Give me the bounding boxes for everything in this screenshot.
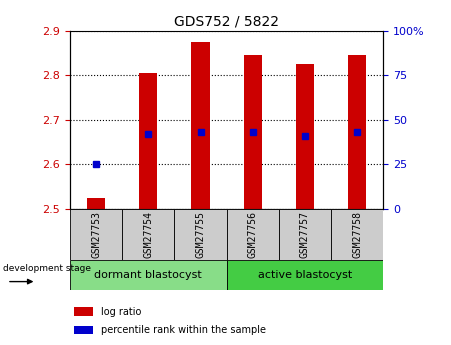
Bar	[175, 209, 226, 260]
Bar	[74, 307, 93, 316]
Bar	[348, 56, 366, 209]
Text: log ratio: log ratio	[101, 306, 141, 316]
Bar	[331, 209, 383, 260]
Text: active blastocyst: active blastocyst	[258, 270, 352, 280]
Text: GSM27758: GSM27758	[352, 211, 362, 258]
Bar	[226, 209, 279, 260]
Bar	[244, 56, 262, 209]
Text: GSM27754: GSM27754	[143, 211, 153, 258]
Bar	[191, 42, 210, 209]
Bar	[74, 326, 93, 334]
Text: dormant blastocyst: dormant blastocyst	[94, 270, 202, 280]
Title: GDS752 / 5822: GDS752 / 5822	[174, 14, 279, 29]
Bar	[139, 73, 157, 209]
Text: GSM27753: GSM27753	[91, 211, 101, 258]
Bar	[87, 198, 105, 209]
Text: GSM27756: GSM27756	[248, 211, 258, 258]
Bar	[70, 260, 226, 290]
Text: GSM27755: GSM27755	[195, 211, 206, 258]
Bar	[70, 209, 122, 260]
Bar	[279, 209, 331, 260]
Text: development stage: development stage	[4, 264, 92, 273]
Bar	[122, 209, 175, 260]
Bar	[296, 65, 314, 209]
Bar	[226, 260, 383, 290]
Text: GSM27757: GSM27757	[300, 211, 310, 258]
Text: percentile rank within the sample: percentile rank within the sample	[101, 325, 266, 335]
